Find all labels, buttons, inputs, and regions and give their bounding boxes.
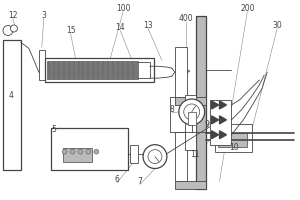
Text: 100: 100 bbox=[116, 4, 130, 13]
Bar bbox=[218, 133, 247, 147]
Bar bbox=[39, 50, 45, 80]
Polygon shape bbox=[212, 116, 218, 124]
Bar bbox=[210, 100, 231, 145]
Text: 400: 400 bbox=[178, 14, 193, 23]
Circle shape bbox=[62, 149, 67, 154]
Text: 12: 12 bbox=[8, 11, 18, 20]
Circle shape bbox=[148, 150, 162, 164]
Circle shape bbox=[179, 99, 205, 125]
Circle shape bbox=[70, 149, 75, 154]
Circle shape bbox=[94, 149, 99, 154]
Text: 11: 11 bbox=[190, 150, 200, 159]
Bar bbox=[3, 40, 21, 170]
Bar bbox=[136, 62, 150, 78]
Text: 10: 10 bbox=[230, 143, 239, 152]
Polygon shape bbox=[212, 131, 218, 139]
Bar bbox=[51, 128, 128, 170]
Bar bbox=[188, 112, 196, 125]
Bar bbox=[175, 132, 187, 181]
Polygon shape bbox=[220, 116, 226, 124]
Polygon shape bbox=[220, 101, 226, 109]
Text: 3: 3 bbox=[41, 11, 46, 20]
Polygon shape bbox=[212, 101, 218, 109]
Text: 30: 30 bbox=[272, 21, 282, 30]
Circle shape bbox=[11, 25, 17, 32]
Text: 8: 8 bbox=[169, 105, 174, 114]
Bar bbox=[175, 181, 206, 189]
Circle shape bbox=[143, 145, 167, 169]
Bar bbox=[63, 148, 92, 162]
Circle shape bbox=[184, 104, 200, 120]
Text: 13: 13 bbox=[143, 21, 153, 30]
Polygon shape bbox=[220, 131, 226, 139]
Text: 15: 15 bbox=[66, 26, 75, 35]
Text: 200: 200 bbox=[240, 4, 255, 13]
Bar bbox=[214, 124, 252, 152]
Circle shape bbox=[86, 149, 91, 154]
Bar bbox=[45, 58, 154, 82]
Text: 14: 14 bbox=[116, 23, 125, 32]
Text: 5: 5 bbox=[51, 125, 56, 134]
Bar bbox=[196, 16, 206, 189]
Circle shape bbox=[3, 26, 13, 35]
Bar bbox=[175, 97, 206, 105]
Bar bbox=[47, 61, 138, 79]
Bar bbox=[185, 95, 196, 150]
Circle shape bbox=[78, 149, 83, 154]
Text: 4: 4 bbox=[8, 91, 14, 100]
Text: 9: 9 bbox=[204, 120, 209, 129]
Bar bbox=[175, 47, 187, 97]
Text: 6: 6 bbox=[115, 175, 120, 184]
Bar bbox=[130, 145, 138, 163]
Text: 7: 7 bbox=[138, 177, 142, 186]
